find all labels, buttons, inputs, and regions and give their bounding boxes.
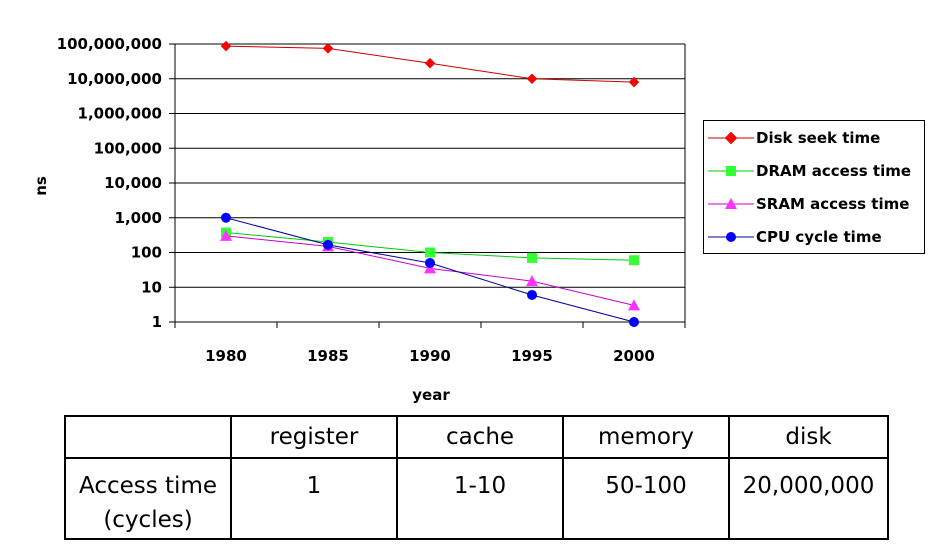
legend-item-cpu: CPU cycle time (704, 225, 924, 249)
series (221, 212, 639, 327)
x-tick-label: 1980 (205, 347, 247, 365)
x-axis-label: year (412, 386, 450, 404)
y-tick-label: 100 (131, 244, 162, 262)
circle-marker-icon (708, 232, 754, 242)
data-point (527, 252, 537, 263)
y-tick-label: 1 (152, 313, 162, 331)
data-point (629, 255, 639, 266)
y-tick-label: 1,000,000 (78, 105, 162, 123)
y-tick-label: 10,000 (104, 174, 162, 192)
legend-item-sram: SRAM access time (704, 192, 924, 216)
y-tick-label: 100,000,000 (57, 35, 162, 53)
access-time-table: register cache memory disk Access time (… (64, 415, 889, 540)
data-point (323, 239, 333, 250)
table-row: Access time (cycles) 1 1-10 50-100 20,00… (64, 457, 889, 540)
table-cell: 20,000,000 (728, 457, 889, 540)
data-point (628, 76, 640, 88)
table-header-cell: memory (562, 415, 730, 459)
data-point (526, 73, 538, 85)
series (220, 229, 640, 311)
row-label-line2: (cycles) (103, 507, 193, 533)
legend-item-dram: DRAM access time (704, 159, 924, 183)
x-tick-label: 1995 (511, 347, 553, 365)
data-point (526, 275, 538, 287)
data-point (221, 212, 231, 223)
y-tick-label: 10 (141, 278, 162, 296)
data-point (220, 40, 232, 52)
x-tick-labels: 1980 1985 1990 1995 2000 (205, 347, 655, 365)
table-header-cell: disk (728, 415, 889, 459)
legend-label: DRAM access time (756, 162, 912, 180)
square-marker-icon (708, 166, 754, 176)
x-tick-label: 1985 (307, 347, 349, 365)
data-point (629, 317, 639, 327)
line-chart: 1 10 100 1,000 10,000 100,000 1,000,000 10,000,… (32, 35, 686, 404)
table-cell: 50-100 (562, 457, 730, 540)
y-axis-label: ns (32, 176, 50, 196)
diamond-marker-icon (708, 131, 754, 145)
data-point (425, 247, 435, 258)
data-point (220, 229, 232, 241)
series (220, 40, 640, 88)
chart-series (220, 40, 640, 327)
row-label-cell: Access time (cycles) (64, 457, 232, 540)
data-point (424, 57, 436, 69)
table-header-row: register cache memory disk (64, 415, 889, 459)
data-point (425, 257, 435, 268)
y-tick-label: 1,000 (115, 209, 162, 227)
table-cell: 1 (230, 457, 398, 540)
row-label-line1: Access time (78, 473, 217, 499)
y-tick-label: 100,000 (94, 139, 162, 157)
data-point (527, 289, 537, 300)
x-tick-label: 1990 (409, 347, 451, 365)
legend-label: CPU cycle time (756, 228, 882, 246)
chart-grid (175, 43, 685, 323)
legend-item-disk-seek: Disk seek time (704, 126, 924, 150)
y-tick-labels: 1 10 100 1,000 10,000 100,000 1,000,000 10,000,… (57, 35, 162, 331)
x-tick-label: 2000 (613, 347, 655, 365)
table-header-cell: cache (396, 415, 564, 459)
chart-axes (169, 43, 686, 328)
legend-label: Disk seek time (756, 129, 881, 147)
chart-legend: Disk seek time DRAM access time SRAM acc… (703, 120, 925, 254)
table-header-cell (64, 415, 232, 459)
table-cell: 1-10 (396, 457, 564, 540)
table-header-cell: register (230, 415, 398, 459)
y-tick-label: 10,000,000 (67, 70, 162, 88)
legend-label: SRAM access time (756, 195, 910, 213)
data-point (322, 42, 334, 54)
data-point (628, 299, 640, 311)
triangle-marker-icon (708, 198, 754, 209)
